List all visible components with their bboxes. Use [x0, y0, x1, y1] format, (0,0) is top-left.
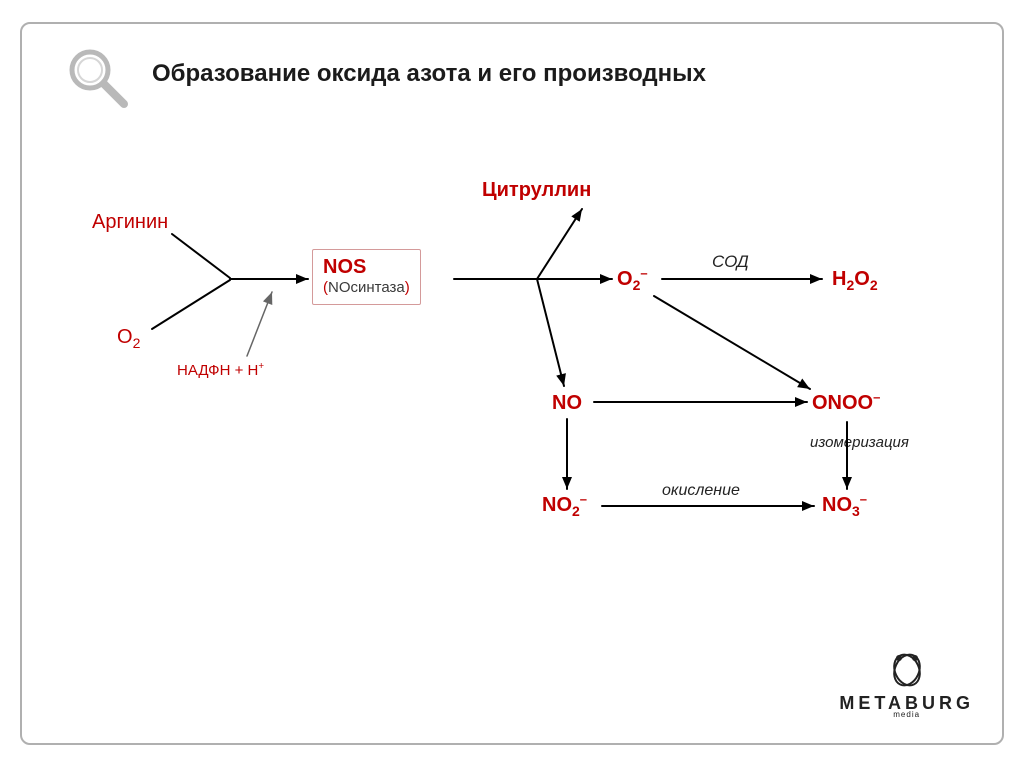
logo-mark-icon — [877, 652, 937, 688]
brand-logo: METABURG media — [839, 652, 974, 723]
edge-no-to-no2 — [562, 419, 572, 489]
node-sod: СОД — [712, 252, 749, 272]
edge-o2-to-merge — [152, 280, 230, 329]
node-no2: NO2– — [542, 494, 587, 517]
nos-sublabel: (NOсинтаза) — [323, 279, 410, 296]
node-onoo: ONOO– — [812, 392, 880, 415]
node-isomer: изомеризация — [810, 434, 909, 451]
edge-nadph-to-merge — [247, 292, 272, 356]
edge-o2super-to-h2o2 — [662, 274, 822, 284]
edge-merge-to-nos — [230, 274, 308, 284]
node-nadph: НАДФН + Н+ — [177, 362, 264, 379]
edge-no2-to-no3 — [602, 501, 814, 511]
node-no3: NO3– — [822, 494, 867, 517]
page-title: Образование оксида азота и его производн… — [152, 60, 706, 88]
edge-o2super-to-onoo — [654, 296, 810, 389]
nos-box: NOS (NOсинтаза) — [312, 249, 421, 305]
edge-arginine-to-merge — [172, 234, 230, 278]
node-h2o2: Н2О2 — [832, 268, 878, 291]
edge-onoo-to-no3 — [842, 422, 852, 489]
node-citrulline: Цитруллин — [482, 179, 591, 202]
node-o2_super: О2– — [617, 268, 648, 291]
node-o2_left: О2 — [117, 326, 140, 349]
edge-no-to-onoo — [594, 397, 807, 407]
nos-paren-close: ) — [405, 279, 410, 296]
node-arginine: Аргинин — [92, 211, 168, 234]
nos-label: NOS — [323, 256, 410, 279]
edge-branch-to-o2super — [577, 274, 612, 284]
edge-branch-to-no — [537, 279, 566, 386]
node-no: NO — [552, 392, 582, 415]
magnifier-icon — [62, 44, 132, 114]
nos-syn-text: NOсинтаза — [328, 279, 405, 296]
logo-subtext: media — [839, 710, 974, 719]
diagram-frame: Образование оксида азота и его производн… — [20, 22, 1004, 745]
node-okisl: окисление — [662, 482, 740, 500]
edge-branch-to-citr — [537, 209, 582, 279]
edges-layer — [22, 24, 1006, 747]
